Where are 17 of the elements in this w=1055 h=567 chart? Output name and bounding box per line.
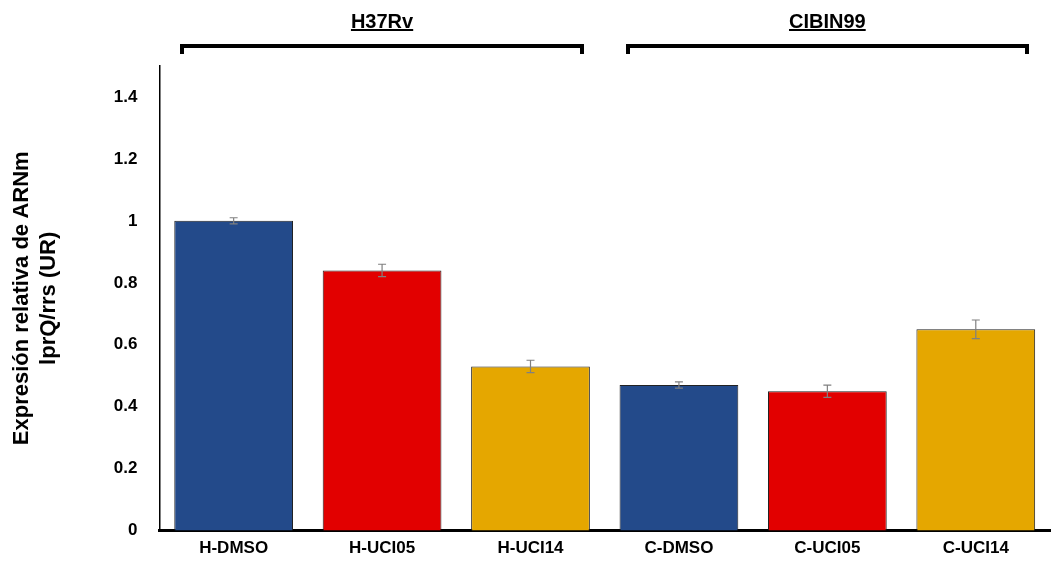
y-axis-title: Expresión relativa de ARNm lprQ/rrs (UR) [8,151,60,446]
x-tick-label: C-DMSO [644,538,714,558]
y-tick-label: 0 [127,520,138,540]
x-tick-label: C-UCI14 [942,538,1010,558]
x-tick-label: C-UCI05 [794,538,861,558]
y-tick-label: 0.2 [113,458,138,478]
x-tick-label: H-UCI14 [497,538,565,558]
text: H37Rv [350,10,414,33]
y-tick-label: 0.4 [113,396,138,416]
y-tick-label: 0.6 [113,334,138,354]
x-tick-label: H-UCI05 [349,538,416,558]
x-tick-label: H-DMSO [199,538,269,558]
y-tick-label: 1.2 [113,148,138,168]
y-tick-label: 1.4 [113,86,138,106]
y-tick-label: 1 [127,210,138,230]
text: CIBIN99 [788,10,866,33]
y-tick-label: 0.8 [113,272,138,292]
